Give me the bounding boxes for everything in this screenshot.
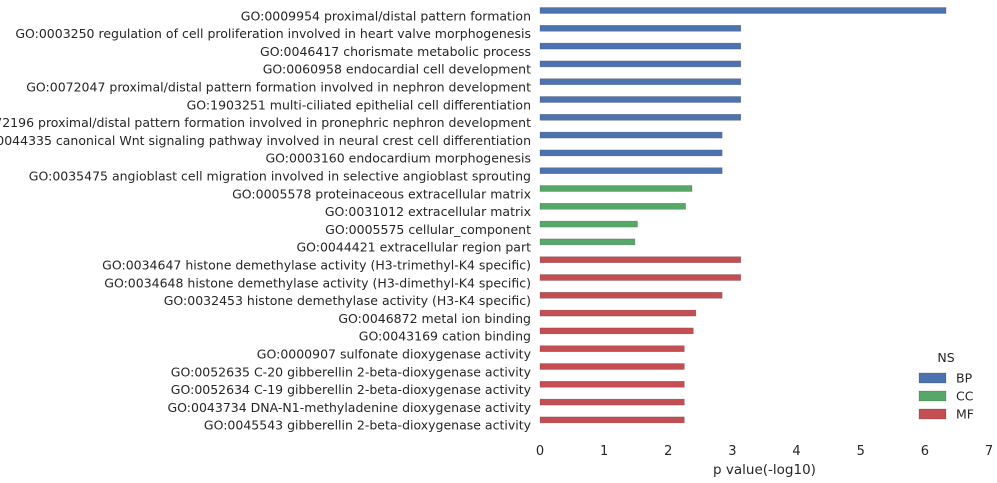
x-tick-label: 0: [536, 444, 544, 459]
category-label: GO:0032453 histone demethylase activity …: [164, 293, 531, 308]
category-label: GO:0045543 gibberellin 2-beta-dioxygenas…: [204, 418, 532, 433]
category-label: GO:0072047 proximal/distal pattern forma…: [26, 80, 531, 95]
bar: [539, 416, 685, 424]
category-labels: GO:0009954 proximal/distal pattern forma…: [0, 8, 532, 432]
x-tick-label: 4: [792, 444, 800, 459]
bar: [539, 185, 693, 192]
bar: [539, 203, 686, 210]
bar: [539, 291, 723, 299]
bar: [539, 131, 723, 139]
bar: [539, 238, 636, 246]
category-label: GO:0003250 regulation of cell proliferat…: [15, 26, 531, 41]
category-label: GO:0072196 proximal/distal pattern forma…: [0, 115, 531, 130]
legend-title: NS: [937, 350, 954, 365]
bar: [539, 96, 742, 103]
x-tick-label: 2: [664, 444, 672, 459]
category-label: GO:0046417 chorismate metabolic process: [260, 44, 531, 59]
bar: [539, 363, 685, 370]
x-axis-label: p value(-log10): [713, 462, 816, 478]
x-axis-ticks: 0 1 2 3 4 5 6 7: [536, 444, 993, 459]
legend-swatch: [918, 408, 947, 420]
x-tick-label: 3: [728, 444, 736, 459]
category-label: GO:0044335 canonical Wnt signaling pathw…: [0, 133, 531, 148]
legend-entry-label: MF: [956, 407, 974, 422]
category-label: GO:1903251 multi-ciliated epithelial cel…: [187, 97, 531, 112]
bar: [539, 42, 742, 50]
category-label: GO:0009954 proximal/distal pattern forma…: [241, 8, 531, 23]
category-label: GO:0031012 extracellular matrix: [325, 204, 531, 219]
bar: [539, 398, 685, 406]
bar: [539, 327, 694, 335]
category-label: GO:0005578 proteinaceous extracellular m…: [232, 186, 531, 201]
category-label: GO:0034647 histone demethylase activity …: [102, 258, 531, 273]
bar: [539, 220, 638, 228]
category-label: GO:0043169 cation binding: [359, 329, 531, 344]
category-label: GO:0000907 sulfonate dioxygenase activit…: [257, 347, 532, 362]
x-tick-label: 6: [921, 444, 929, 459]
legend-entry-label: BP: [956, 371, 973, 386]
bar: [539, 274, 742, 281]
bar: [539, 7, 947, 14]
x-tick-label: 7: [985, 444, 993, 459]
bars: [539, 7, 947, 424]
category-label: GO:0034648 histone demethylase activity …: [104, 275, 531, 290]
legend: NS BP CC MF: [918, 350, 974, 422]
bar: [539, 114, 742, 121]
bar: [539, 60, 742, 68]
bar: [539, 309, 697, 317]
bar: [539, 167, 723, 174]
bar: [539, 380, 685, 388]
x-tick-label: 1: [600, 444, 608, 459]
x-tick-label: 5: [857, 444, 865, 459]
category-label: GO:0035475 angioblast cell migration inv…: [29, 169, 531, 184]
legend-entry-label: CC: [956, 389, 974, 404]
legend-swatch: [918, 390, 947, 402]
category-label: GO:0052635 C-20 gibberellin 2-beta-dioxy…: [171, 364, 532, 379]
category-label: GO:0005575 cellular_component: [325, 222, 531, 237]
legend-swatch: [918, 372, 947, 384]
category-label: GO:0060958 endocardial cell development: [263, 62, 531, 77]
category-label: GO:0043734 DNA-N1-methyladenine dioxygen…: [168, 400, 532, 415]
category-label: GO:0046872 metal ion binding: [338, 311, 531, 326]
category-label: GO:0044421 extracellular region part: [296, 240, 531, 255]
bar: [539, 149, 723, 157]
category-label: GO:0052634 C-19 gibberellin 2-beta-dioxy…: [171, 382, 532, 397]
bar: [539, 78, 742, 85]
bar: [539, 345, 685, 353]
bar: [539, 256, 742, 264]
category-label: GO:0003160 endocardium morphogenesis: [266, 151, 532, 166]
bar: [539, 24, 742, 32]
